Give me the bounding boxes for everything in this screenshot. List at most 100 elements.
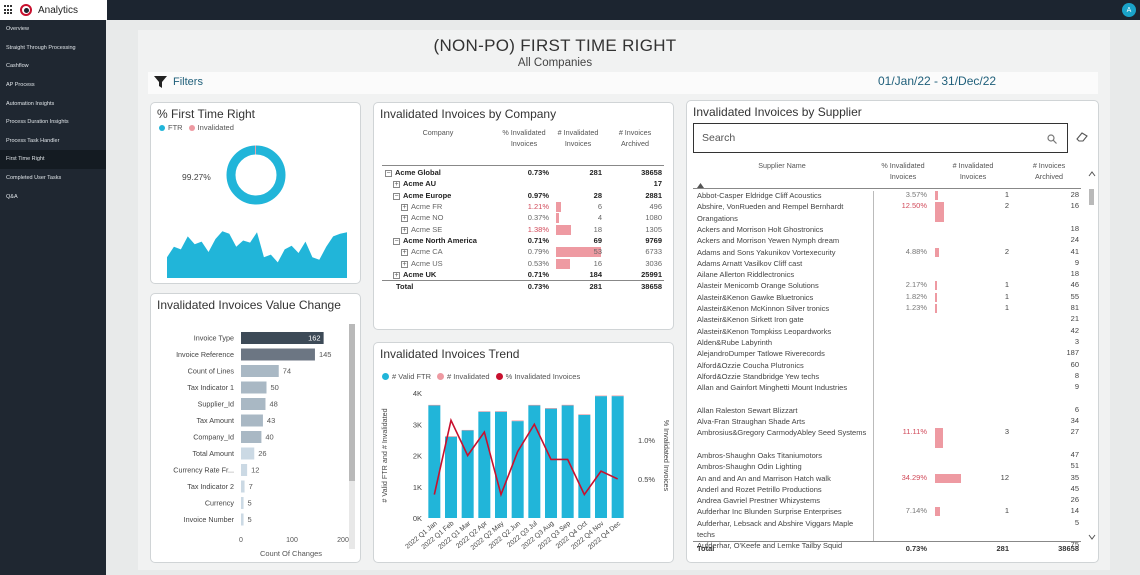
sort-ascending-icon[interactable] bbox=[697, 183, 704, 188]
bar-data-label: 5 bbox=[248, 499, 252, 508]
supplier-total-pct: 0.73% bbox=[905, 544, 927, 553]
supplier-row-name: Ackers and Morrison Holt Ghostronics bbox=[697, 224, 824, 234]
app-launcher-icon[interactable] bbox=[4, 5, 14, 15]
scrollbar-thumb[interactable] bbox=[349, 324, 355, 481]
expand-toggle-icon[interactable]: + bbox=[401, 226, 408, 234]
sidebar-item-completed-user-tasks[interactable]: Completed User Tasks bbox=[6, 175, 62, 182]
scroll-up-icon[interactable] bbox=[1088, 170, 1096, 178]
filters-button[interactable]: Filters bbox=[154, 76, 203, 88]
supplier-row-archived: 75 bbox=[1070, 540, 1079, 550]
supplier-row-pct: 12.50% bbox=[901, 201, 927, 211]
total-divider bbox=[693, 541, 1081, 542]
bar-value-change bbox=[241, 332, 324, 344]
supplier-scrollbar[interactable] bbox=[1088, 165, 1096, 540]
supplier-row-name: Alden&Rube Labyrinth bbox=[697, 337, 773, 347]
supplier-row-archived: 9 bbox=[1074, 257, 1079, 267]
company-row-pct: 0.53% bbox=[527, 258, 549, 268]
sidebar-item-process-duration-insights[interactable]: Process Duration Insights bbox=[6, 119, 69, 126]
expand-toggle-icon[interactable]: + bbox=[393, 181, 400, 189]
supplier-row-name: Alasteir Menicomb Orange Solutions bbox=[697, 281, 819, 291]
supplier-invalidated-bar bbox=[935, 304, 937, 313]
company-row-invalidated: 184 bbox=[589, 270, 602, 280]
supplier-invalidated-bar bbox=[935, 281, 937, 291]
col-header-supplier[interactable]: Supplier Name bbox=[758, 161, 806, 170]
col-header-supplier-pct[interactable]: % Invalidated Invoices bbox=[881, 161, 925, 181]
avatar[interactable]: A bbox=[1122, 3, 1136, 17]
col-header-supplier-invalidated[interactable]: # Invalidated Invoices bbox=[952, 161, 994, 181]
expand-toggle-icon[interactable]: + bbox=[393, 272, 400, 280]
expand-toggle-icon[interactable]: − bbox=[385, 170, 392, 177]
ftr-area-series bbox=[167, 231, 347, 278]
scroll-down-icon[interactable] bbox=[1088, 533, 1096, 541]
scrollbar-track[interactable] bbox=[349, 324, 355, 549]
company-row-name: Total bbox=[396, 281, 414, 291]
supplier-row-archived: 34 bbox=[1070, 416, 1079, 425]
col-header-pct[interactable]: % Invalidated Invoices bbox=[502, 128, 546, 148]
supplier-row-invalidated: 12 bbox=[1000, 472, 1009, 482]
supplier-search-box[interactable]: Search bbox=[693, 123, 1068, 153]
supplier-row-archived: 3 bbox=[1074, 336, 1079, 346]
supplier-card: Invalidated Invoices by Supplier Search … bbox=[686, 100, 1099, 563]
bar-valid-ftr bbox=[561, 405, 574, 518]
col-header-supplier-archived[interactable]: # Invoices Archived bbox=[1032, 161, 1066, 181]
company-row-pct: 0.97% bbox=[527, 190, 549, 200]
bar-invalidated bbox=[461, 429, 474, 431]
company-row-invalidated: 281 bbox=[589, 281, 602, 291]
sidebar-item-automation-insights[interactable]: Automation Insights bbox=[6, 100, 55, 107]
filters-label: Filters bbox=[173, 76, 203, 88]
eraser-icon[interactable] bbox=[1076, 132, 1088, 142]
sidebar-item-straight-through-processing[interactable]: Straight Through Processing bbox=[6, 44, 76, 51]
expand-toggle-icon[interactable]: − bbox=[393, 238, 400, 246]
bar-category-label: Total Amount bbox=[192, 449, 234, 458]
expand-toggle-icon[interactable]: + bbox=[401, 260, 408, 268]
bar-category-label: Company_Id bbox=[193, 433, 234, 442]
trend-card-title: Invalidated Invoices Trend bbox=[380, 347, 520, 361]
col-header-invalidated[interactable]: # Invalidated Invoices bbox=[557, 128, 599, 148]
company-invalidated-bar bbox=[556, 258, 570, 269]
sidebar-item-ap-process[interactable]: AP Process bbox=[6, 82, 35, 89]
supplier-row-name: Ambrosius&Gregory CarmodyAbley Seed Syst… bbox=[697, 428, 867, 438]
company-row-archived: 38658 bbox=[641, 168, 662, 177]
sidebar-item-cashflow[interactable]: Cashflow bbox=[6, 63, 29, 70]
sidebar-item-first-time-right[interactable]: First Time Right bbox=[0, 150, 106, 169]
supplier-scrollbar-thumb[interactable] bbox=[1089, 189, 1094, 205]
supplier-table: Abbot-Casper Eldridge Cliff Acoustics 3.5… bbox=[687, 101, 1100, 564]
col-header-company[interactable]: Company bbox=[422, 128, 454, 137]
supplier-row-archived: 8 bbox=[1074, 370, 1079, 380]
bar-category-label: Tax Indicator 1 bbox=[187, 383, 234, 392]
company-table: − Acme Global 0.73% 281 38658 + Acme AU 17− Acme… bbox=[374, 103, 675, 331]
supplier-row-name: Alford&Ozzie Coucha Plutronics bbox=[697, 360, 804, 370]
expand-toggle-icon[interactable]: + bbox=[401, 204, 408, 212]
supplier-invalidated-bar bbox=[935, 202, 945, 223]
ftr-legend-dot bbox=[159, 124, 165, 131]
expand-toggle-icon[interactable]: + bbox=[401, 215, 408, 223]
sidebar-item-q-a[interactable]: Q&A bbox=[6, 193, 18, 200]
bar-valid-ftr bbox=[445, 436, 457, 518]
col-header-archived[interactable]: # Invoices Archived bbox=[618, 128, 652, 148]
bar-category-label: Invoice Reference bbox=[176, 350, 234, 359]
supplier-row-name: Anderl and Rozet Petrillo Productions bbox=[697, 484, 822, 494]
bar-category-label: Currency bbox=[205, 499, 235, 508]
search-icon[interactable] bbox=[1047, 134, 1057, 144]
expand-toggle-icon[interactable]: + bbox=[401, 249, 408, 257]
supplier-row-archived: 45 bbox=[1070, 483, 1079, 493]
supplier-row-name: Allan Raleston Sewart Blizzart bbox=[697, 405, 798, 415]
sidebar-item-process-task-handler[interactable]: Process Task Handler bbox=[6, 137, 60, 144]
sidebar-item-overview[interactable]: Overview bbox=[6, 26, 29, 33]
supplier-row-archived: 24 bbox=[1070, 235, 1079, 245]
bar-value-change bbox=[241, 464, 248, 476]
supplier-row-archived: 46 bbox=[1070, 280, 1079, 290]
filter-bar bbox=[148, 72, 1098, 94]
expand-toggle-icon[interactable]: − bbox=[393, 192, 400, 200]
x-tick-label: 0 bbox=[239, 537, 243, 544]
supplier-row-invalidated: 1 bbox=[1004, 190, 1009, 199]
date-range[interactable]: 01/Jan/22 - 31/Dec/22 bbox=[878, 74, 997, 88]
supplier-row-archived: 9 bbox=[1074, 382, 1079, 392]
company-invalidated-bar bbox=[556, 247, 601, 258]
search-input[interactable]: Search bbox=[702, 132, 736, 144]
ftr-card: % First Time Right FTR Invalidated 99.27… bbox=[150, 102, 361, 284]
bar-category-label: Invoice Number bbox=[184, 515, 235, 524]
supplier-row-pct: 4.88% bbox=[905, 246, 927, 256]
supplier-row-name: Ambros-Shaughn Odin Lighting bbox=[697, 462, 802, 472]
supplier-row-name: Adams Arnatt Vasilkov Cliff cast bbox=[697, 258, 803, 268]
